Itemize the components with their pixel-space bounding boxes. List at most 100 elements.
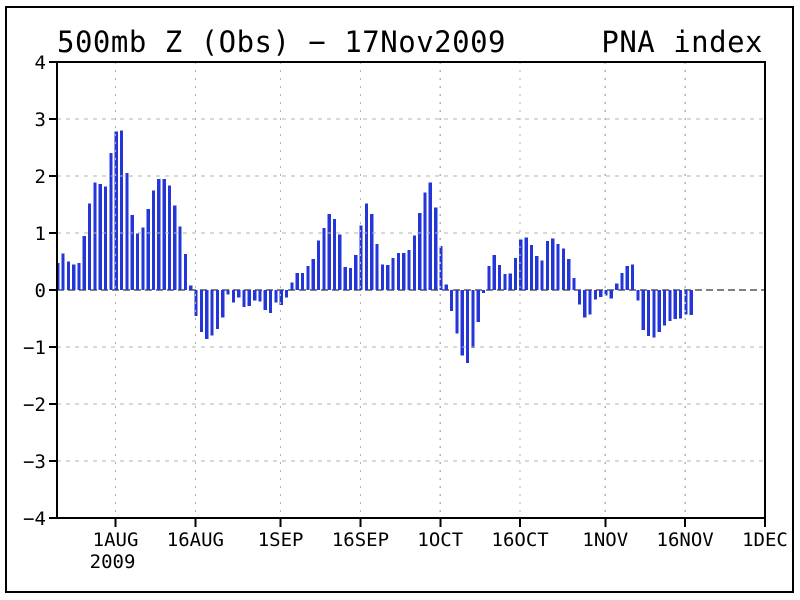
bar	[226, 290, 230, 295]
bar	[167, 185, 172, 290]
bar	[492, 255, 496, 290]
bar	[72, 264, 76, 290]
bar	[274, 290, 278, 303]
chart-title: 500mb Z (Obs) − 17Nov2009	[57, 25, 506, 59]
bar	[253, 290, 257, 301]
bar	[146, 209, 150, 290]
bar	[556, 243, 560, 290]
bar	[386, 264, 390, 290]
bar	[189, 285, 193, 290]
bar	[428, 182, 432, 290]
bar	[497, 264, 502, 290]
bar	[348, 267, 353, 290]
x-tick-label: 16OCT	[492, 529, 549, 551]
bar	[300, 272, 305, 290]
bar	[82, 235, 86, 290]
bar	[242, 290, 246, 308]
bar	[439, 246, 443, 290]
bar	[609, 290, 613, 299]
bar	[93, 182, 97, 290]
bar	[269, 290, 273, 313]
bar	[279, 290, 283, 305]
bar	[460, 290, 464, 356]
bar	[364, 203, 369, 290]
x-tick-label: 1SEP	[258, 529, 304, 551]
bar	[551, 238, 555, 290]
bar	[391, 258, 395, 290]
bar	[258, 290, 262, 302]
bar	[402, 252, 406, 290]
bar	[215, 290, 219, 329]
bar	[412, 235, 416, 290]
bar	[173, 205, 177, 290]
bar	[114, 131, 118, 290]
bar	[231, 290, 235, 303]
bar	[577, 290, 581, 305]
bar	[418, 213, 422, 290]
x-tick-label: 16SEP	[332, 529, 389, 551]
bar	[130, 214, 134, 290]
bar	[508, 273, 512, 290]
bar	[332, 218, 337, 290]
bar	[135, 233, 140, 290]
bar	[423, 192, 427, 290]
bar	[194, 290, 198, 317]
bar	[338, 234, 342, 290]
bar	[380, 264, 385, 290]
bar	[652, 290, 656, 338]
bar	[631, 264, 635, 290]
bar	[221, 290, 225, 318]
y-tick-label: −4	[23, 508, 46, 530]
bar	[61, 253, 65, 290]
bar	[599, 290, 603, 297]
bar	[88, 203, 92, 290]
bar	[327, 214, 331, 290]
bar	[593, 290, 597, 300]
y-tick-label: −3	[23, 451, 46, 473]
bar	[689, 290, 693, 316]
x-tick-label: 1OCT	[417, 529, 463, 551]
bar	[178, 226, 182, 290]
bar	[561, 248, 566, 290]
bar	[588, 290, 592, 315]
bar	[162, 178, 166, 290]
bar	[285, 290, 289, 298]
bar	[641, 290, 645, 330]
bar	[662, 290, 667, 326]
x-tick-label: 16NOV	[657, 529, 714, 551]
bar	[620, 272, 624, 290]
bar	[354, 255, 358, 290]
bar	[290, 282, 294, 290]
bar	[77, 263, 81, 290]
y-tick-label: −2	[23, 394, 46, 416]
bar	[615, 283, 619, 290]
bar	[455, 290, 459, 334]
bar	[487, 266, 491, 290]
bar	[434, 207, 438, 290]
bar	[141, 227, 145, 290]
bar	[529, 244, 534, 290]
bar	[119, 130, 124, 290]
bar	[567, 259, 571, 290]
bar	[450, 290, 454, 312]
y-tick-label: 3	[35, 109, 46, 131]
bar	[513, 258, 518, 290]
bar	[481, 290, 486, 293]
bar	[636, 290, 640, 301]
bar	[625, 266, 629, 290]
bar	[396, 252, 400, 290]
bar	[199, 290, 204, 333]
bar	[263, 290, 267, 310]
bar	[535, 255, 539, 290]
bar	[545, 240, 550, 290]
bar	[66, 261, 70, 290]
bar	[444, 284, 448, 290]
bar	[673, 290, 677, 320]
bar	[104, 186, 108, 290]
bar	[205, 290, 209, 340]
bar	[183, 254, 188, 290]
bar	[604, 290, 608, 296]
chart-right-label: PNA index	[601, 25, 763, 59]
x-tick-sublabel: 2009	[90, 551, 136, 573]
